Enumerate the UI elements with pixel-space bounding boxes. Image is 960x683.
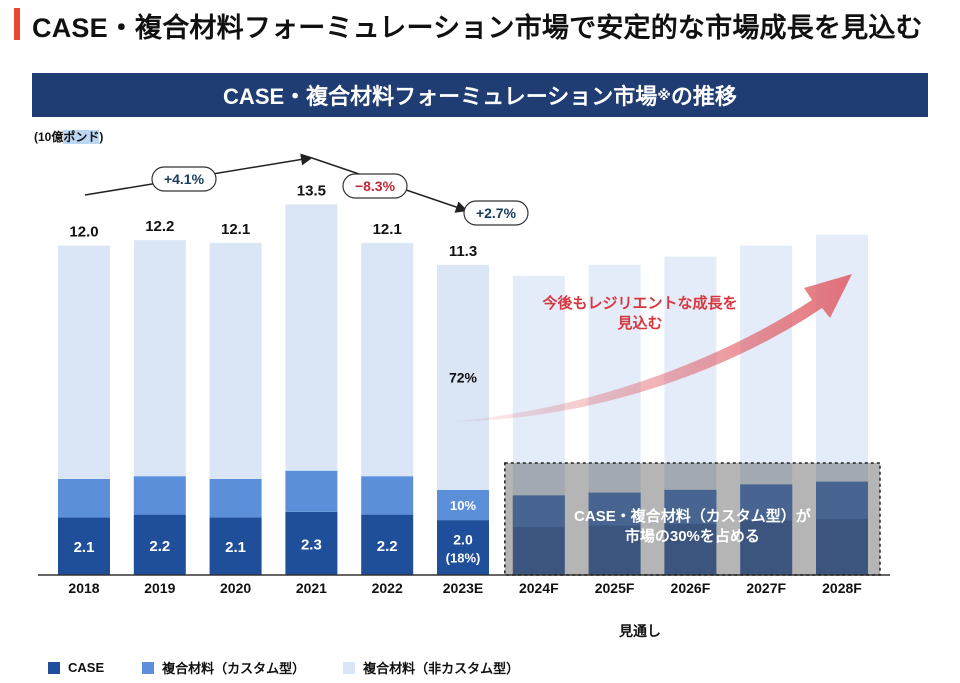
unit-highlight: ポンド — [63, 130, 100, 144]
x-tick-2018: 2018 — [68, 580, 99, 596]
growth-arrow — [447, 274, 852, 422]
case-label-2020: 2.1 — [225, 539, 246, 556]
total-label-2019: 12.2 — [145, 218, 174, 235]
growth-pill-0 — [151, 166, 217, 192]
unit-label: (10億ポンド) — [34, 128, 103, 145]
bar-segment-2023E-s0 — [437, 520, 489, 575]
x-tick-2023E: 2023E — [443, 580, 483, 596]
case-label-2023E: 2.0 — [453, 532, 473, 548]
x-tick-2025F: 2025F — [595, 580, 635, 596]
bar-segment-2022-s1 — [361, 476, 414, 515]
title-accent-bar — [14, 8, 20, 40]
custom-share-label-2023E: 10% — [450, 498, 476, 513]
forecast-custom-bar-2028F — [816, 481, 868, 520]
page-title: CASE・複合材料フォーミュレーション市場で安定的な市場成長を見込む — [32, 13, 923, 43]
case-label-2021: 2.3 — [301, 536, 322, 553]
unit-prefix: (10億 — [34, 130, 64, 144]
forecast-custom-bar-2026F — [664, 489, 717, 524]
legend-item-case: CASE — [48, 658, 104, 677]
x-tick-2021: 2021 — [296, 580, 327, 596]
forecast-box-label-line2: 市場の30%を占める — [625, 527, 760, 545]
growth-pill-label-1: −8.3% — [355, 178, 396, 194]
bar-segment-2020-s1 — [209, 478, 262, 518]
forecast-caption: 見通し — [619, 623, 661, 639]
total-label-2022: 12.1 — [373, 221, 402, 238]
case-label-2019: 2.2 — [149, 538, 170, 555]
bar-segment-2021-s1 — [285, 470, 338, 512]
legend: CASE 複合材料（カスタム型） 複合材料（非カスタム型） — [48, 658, 519, 677]
unit-suffix: ) — [99, 130, 104, 144]
x-tick-2022: 2022 — [372, 580, 403, 596]
forecast-box-label-line1: CASE・複合材料（カスタム型）が — [574, 507, 812, 525]
growth-pill-1 — [342, 173, 408, 199]
x-tick-2026F: 2026F — [671, 580, 711, 596]
legend-swatch-case — [48, 661, 60, 674]
forecast-custom-bar-2024F — [512, 495, 565, 528]
legend-item-composite-noncustom: 複合材料（非カスタム型） — [343, 658, 519, 677]
total-label-2023E: 11.3 — [449, 243, 477, 260]
forecast-box — [504, 462, 881, 576]
bar-segment-2018-s0 — [58, 517, 110, 575]
total-label-2018: 12.0 — [69, 224, 98, 241]
bar-segment-2020-s0 — [209, 517, 262, 575]
noncustom-share-label-2023E: 72% — [449, 369, 478, 385]
bar-segment-2019-s1 — [133, 476, 186, 515]
bar-segment-2018-s2 — [58, 245, 110, 479]
bar-segment-2023E-s2 — [437, 264, 489, 490]
legend-label-composite-custom: 複合材料（カスタム型） — [162, 661, 306, 676]
legend-swatch-composite-noncustom — [343, 661, 356, 674]
bar-segment-2019-s2 — [133, 240, 186, 477]
total-label-2020: 12.1 — [221, 221, 250, 238]
bar-segment-2022-s0 — [361, 514, 414, 575]
bar-segment-2021-s0 — [285, 511, 338, 575]
x-tick-2027F: 2027F — [746, 580, 786, 596]
bar-segment-2022-s2 — [361, 242, 414, 477]
x-tick-2019: 2019 — [144, 580, 175, 596]
bar-segment-2020-s2 — [209, 242, 262, 479]
bar-segment-2019-s0 — [133, 514, 186, 575]
x-tick-2024F: 2024F — [519, 580, 559, 596]
case-label-2022: 2.2 — [377, 538, 398, 555]
growth-label-line1: 今後もレジリエントな成長を — [541, 294, 737, 312]
x-tick-2028F: 2028F — [822, 580, 862, 596]
total-label-2021: 13.5 — [297, 182, 326, 199]
legend-swatch-composite-custom — [142, 661, 155, 674]
growth-pill-label-0: +4.1% — [164, 171, 205, 187]
case-share-label-2023E: (18%) — [446, 551, 481, 566]
legend-label-composite-noncustom: 複合材料（非カスタム型） — [363, 661, 520, 676]
banner-title-suffix: の推移 — [670, 84, 737, 109]
case-label-2018: 2.1 — [74, 539, 95, 556]
banner-title: CASE・複合材料フォーミュレーション市場 — [223, 84, 658, 109]
forecast-custom-bar-2027F — [740, 484, 793, 521]
bar-segment-2018-s1 — [58, 478, 110, 518]
banner-superscript: ※ — [657, 86, 671, 103]
growth-pill-label-2: +2.7% — [476, 205, 517, 221]
chart-banner: CASE・複合材料フォーミュレーション市場 ※ の推移 — [32, 73, 928, 117]
bar-segment-2021-s2 — [285, 204, 338, 471]
growth-pill-2 — [463, 200, 529, 226]
x-tick-2020: 2020 — [220, 580, 251, 596]
legend-item-composite-custom: 複合材料（カスタム型） — [142, 658, 305, 677]
growth-label-line2: 見込む — [616, 314, 662, 332]
bar-segment-2023E-s1 — [437, 489, 489, 521]
legend-label-case: CASE — [68, 660, 105, 675]
forecast-custom-bar-2025F — [588, 492, 641, 526]
